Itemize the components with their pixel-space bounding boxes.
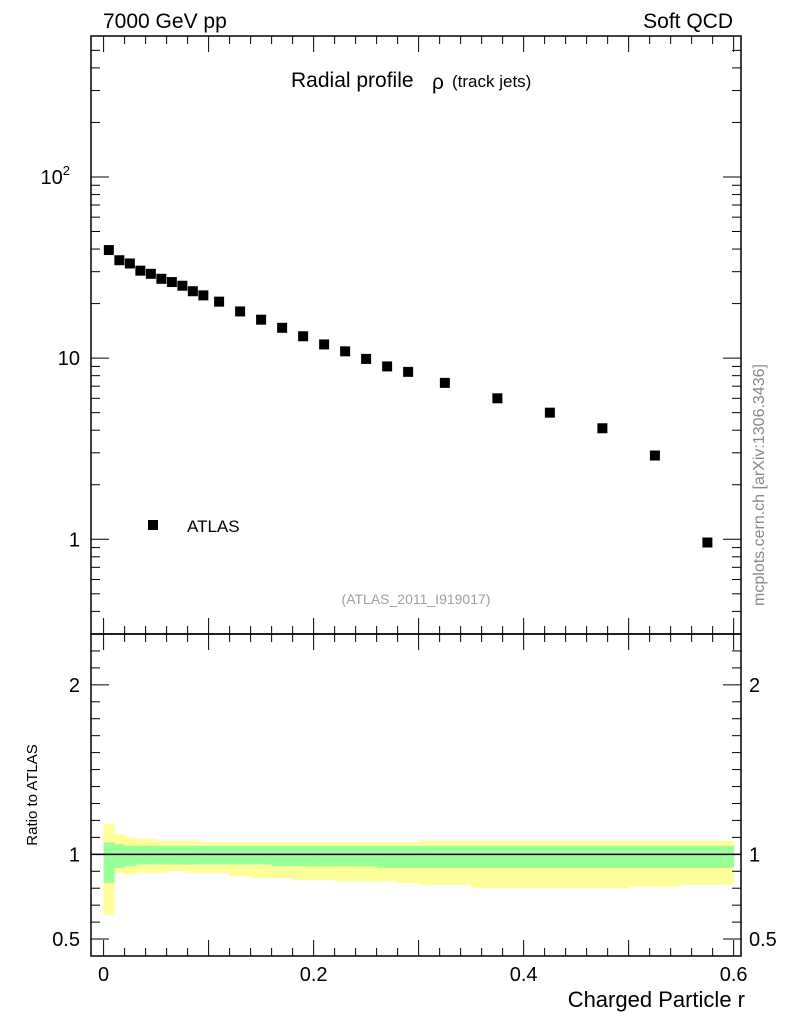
- ratio-green-band-bin: [313, 845, 336, 867]
- ratio-green-band-bin: [177, 845, 189, 865]
- ratio-green-band-bin: [523, 845, 577, 868]
- data-point-atlas: [166, 277, 177, 288]
- ratio-green-band-bin: [103, 842, 115, 884]
- data-point-atlas: [256, 314, 267, 325]
- main-y-tick-label: 1: [69, 529, 80, 551]
- chart-title: Radial profile ρ (track jets): [291, 69, 531, 94]
- data-point-atlas: [145, 268, 156, 279]
- watermark-label: mcplots.cern.ch [arXiv:1306.3436]: [751, 364, 768, 606]
- main-y-tick-exponent: 2: [63, 163, 70, 178]
- ratio-green-band-bin: [628, 845, 682, 868]
- x-tick-label: 0.2: [300, 964, 328, 986]
- data-point-atlas: [103, 245, 114, 256]
- ratio-green-band-bin: [271, 845, 294, 867]
- ratio-green-band-bin: [114, 844, 126, 868]
- ratio-green-band-bin: [355, 845, 378, 867]
- header-energy-label: 7000 GeV pp: [103, 10, 227, 33]
- legend-marker-atlas: [148, 520, 158, 530]
- data-point-atlas: [544, 407, 555, 418]
- data-point-atlas: [187, 286, 198, 297]
- legend-label-atlas: ATLAS: [187, 517, 240, 536]
- ratio-y-tick-label-left: 2: [69, 675, 80, 697]
- ratio-green-band-bin: [187, 845, 199, 865]
- ratio-y-tick-label-right: 2: [749, 675, 760, 697]
- ratio-green-band-bin: [156, 845, 168, 865]
- data-point-atlas: [235, 306, 246, 317]
- ratio-green-band-bin: [418, 845, 472, 868]
- ratio-green-band-bin: [334, 845, 357, 867]
- main-y-tick-label: 102: [41, 163, 70, 189]
- legend: ATLAS: [148, 517, 240, 536]
- ratio-panel-frame: [90, 633, 742, 957]
- ratio-y-tick-label-right: 0.5: [749, 929, 777, 951]
- data-point-atlas: [361, 353, 372, 364]
- ratio-green-band-bin: [250, 845, 273, 865]
- data-point-atlas: [597, 423, 608, 434]
- chart-title-text: Radial profile: [291, 69, 414, 92]
- data-point-atlas: [277, 322, 288, 333]
- ratio-green-band-bin: [292, 845, 315, 867]
- data-point-atlas: [156, 273, 167, 284]
- data-point-atlas: [403, 366, 414, 377]
- data-point-atlas: [214, 296, 225, 307]
- ratio-green-band-bin: [397, 845, 420, 868]
- data-point-atlas: [439, 377, 450, 388]
- main-panel-frame: [90, 35, 742, 635]
- data-point-atlas: [198, 290, 209, 301]
- ratio-green-band-bin: [576, 845, 630, 868]
- ratio-bands: [103, 823, 735, 916]
- data-point-atlas: [124, 258, 135, 269]
- ratio-green-band-bin: [229, 845, 252, 865]
- ratio-y-tick-label-right: 1: [749, 844, 760, 866]
- data-point-atlas: [340, 346, 351, 357]
- axes: 0 0.2 0.4 0.6 1 10 102 0.5 0.5 1 1 2 2: [41, 35, 777, 986]
- header-category-label: Soft QCD: [643, 10, 733, 33]
- data-point-atlas: [702, 537, 713, 548]
- chart-title-suffix: (track jets): [452, 72, 531, 91]
- x-tick-label: 0.4: [510, 964, 538, 986]
- chart-title-symbol: ρ: [432, 71, 444, 94]
- data-point-atlas: [492, 393, 503, 404]
- ratio-green-band-bin: [145, 845, 157, 865]
- data-point-atlas: [177, 280, 188, 291]
- data-point-atlas: [649, 450, 660, 461]
- ratio-green-band-bin: [135, 845, 147, 865]
- data-point-atlas: [319, 339, 330, 350]
- ratio-y-tick-label-left: 0.5: [52, 929, 80, 951]
- data-point-atlas: [135, 265, 146, 276]
- ratio-ylabel: Ratio to ATLAS: [24, 744, 41, 845]
- data-point-atlas: [382, 361, 393, 372]
- ratio-green-band-bin: [376, 845, 399, 868]
- ratio-green-band-bin: [124, 845, 136, 867]
- ratio-green-band-bin: [471, 845, 525, 868]
- ratio-y-tick-label-left: 1: [69, 844, 80, 866]
- x-axis-label: Charged Particle r: [568, 987, 745, 1012]
- ratio-green-band-bin: [681, 845, 735, 868]
- x-tick-label: 0.6: [720, 964, 748, 986]
- ratio-green-band-bin: [198, 845, 210, 865]
- data-point-atlas: [114, 255, 125, 266]
- data-point-atlas: [298, 331, 309, 342]
- x-tick-label: 0: [98, 964, 109, 986]
- analysis-tag: (ATLAS_2011_I919017): [342, 591, 491, 607]
- ratio-green-band-bin: [166, 845, 178, 865]
- main-y-tick-label: 10: [58, 348, 80, 370]
- ratio-green-band-bin: [208, 845, 231, 865]
- main-data-points: [103, 245, 713, 548]
